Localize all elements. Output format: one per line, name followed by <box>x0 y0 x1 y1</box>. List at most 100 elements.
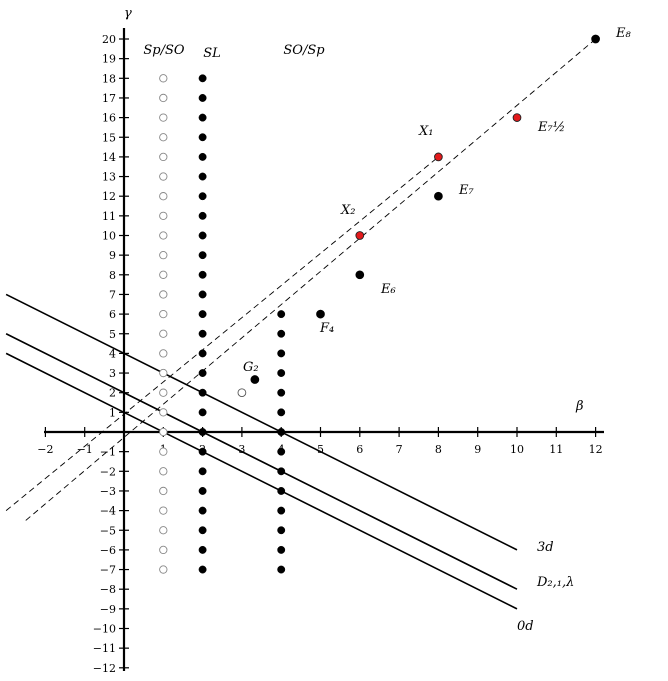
dot-sp-so <box>159 329 168 338</box>
dot-sp-so <box>159 309 168 319</box>
dot-sl <box>198 467 207 476</box>
dot-so-sp <box>277 428 286 436</box>
dot-sl <box>198 349 207 358</box>
solid-line-1 <box>5 333 518 590</box>
x-tick-label: 6 <box>356 443 363 456</box>
y-tick-label: 12 <box>102 190 116 203</box>
dot-so-sp <box>277 565 286 574</box>
x-tick-label: 3 <box>238 443 245 456</box>
y-tick-label: −3 <box>100 485 116 498</box>
y-tick-label: 5 <box>109 328 116 341</box>
dot-so-sp <box>277 388 286 397</box>
dot-so-sp <box>277 506 286 515</box>
dot-sp-so <box>159 486 168 496</box>
point-marker-4 <box>355 231 365 240</box>
point-marker-8 <box>237 388 247 398</box>
dot-sp-so <box>159 172 168 181</box>
dot-so-sp <box>277 487 286 495</box>
x-tick-label: 9 <box>474 443 481 456</box>
dot-sp-so <box>159 467 168 476</box>
dot-sl <box>198 310 207 319</box>
y-tick-label: 10 <box>102 230 116 243</box>
dot-sp-so <box>159 250 168 260</box>
point-marker-5 <box>355 270 365 280</box>
dot-sp-so <box>159 270 168 279</box>
dot-so-sp <box>277 349 286 358</box>
y-tick-label: −2 <box>100 465 116 478</box>
dot-sp-so <box>159 408 168 417</box>
dot-so-sp <box>277 467 286 476</box>
x-tick-label: 11 <box>549 443 563 456</box>
y-tick-label: −7 <box>100 564 116 577</box>
y-tick-label: 17 <box>102 92 116 105</box>
x-tick-label: −1 <box>77 443 93 456</box>
point-marker-2 <box>434 152 443 162</box>
y-tick-label: −9 <box>100 603 116 616</box>
column-label-sl: SL <box>203 46 221 61</box>
dot-sp-so <box>159 565 168 574</box>
dot-sl <box>198 172 207 181</box>
point-label-e7-half: E₇½ <box>537 120 565 135</box>
dot-sp-so <box>159 427 168 437</box>
solid-line-0 <box>5 293 518 551</box>
line-label-0d: 0d <box>517 619 534 634</box>
point-label-e6: E₆ <box>380 282 396 297</box>
dot-so-sp <box>277 310 286 319</box>
column-label-so-sp: SO/Sp <box>283 43 325 58</box>
column-label-sp-so: Sp/SO <box>143 43 185 58</box>
dot-sp-so <box>159 93 168 103</box>
dot-sp-so <box>159 545 168 555</box>
y-tick-label: −12 <box>93 662 116 675</box>
y-tick-label: 3 <box>109 367 116 380</box>
dot-sl <box>198 369 207 377</box>
dot-sl <box>198 545 207 554</box>
dot-so-sp <box>277 408 286 417</box>
x-tick-label: 10 <box>510 443 524 456</box>
line-layer <box>5 38 596 610</box>
dot-sp-so <box>159 506 168 515</box>
line-label-3d: 3d <box>537 540 554 555</box>
y-tick-label: −1 <box>100 446 116 459</box>
dot-sp-so <box>159 388 168 397</box>
dot-sl <box>198 113 207 122</box>
dot-sl <box>198 487 207 495</box>
x-tick-label: −2 <box>37 443 53 456</box>
point-marker-7 <box>250 375 260 384</box>
dot-sl <box>198 526 207 535</box>
y-tick-label: 15 <box>102 131 116 144</box>
x-axis-label: β <box>575 399 584 414</box>
y-tick-label: 9 <box>109 249 116 262</box>
y-tick-label: 4 <box>109 347 116 360</box>
dot-sp-so <box>159 113 168 122</box>
dot-sp-so <box>159 74 168 83</box>
solid-line-2 <box>5 352 518 610</box>
dot-sp-so <box>159 211 168 221</box>
axes: −2−1123456789101112123456789101112131415… <box>37 28 604 675</box>
point-marker-6 <box>316 309 325 319</box>
x-tick-label: 7 <box>396 443 403 456</box>
y-tick-label: 2 <box>109 387 116 400</box>
dot-sl <box>198 565 207 574</box>
dot-sp-so <box>159 231 168 240</box>
y-tick-label: 8 <box>109 269 116 282</box>
dot-sl <box>198 506 207 515</box>
dot-sl <box>198 428 207 436</box>
point-marker-0 <box>591 34 600 44</box>
y-tick-label: 16 <box>102 112 116 125</box>
dot-sl <box>198 74 207 83</box>
x-tick-label: 5 <box>317 443 324 456</box>
y-tick-label: 11 <box>102 210 116 223</box>
dot-sp-so <box>159 192 168 201</box>
dot-sp-so <box>159 290 168 299</box>
labeled-points <box>237 34 600 398</box>
x-tick-label: 12 <box>589 443 603 456</box>
y-tick-label: 20 <box>102 33 116 46</box>
y-tick-label: −5 <box>100 524 116 537</box>
x-tick-label: 8 <box>435 443 442 456</box>
point-marker-3 <box>434 191 443 201</box>
line-label-d21: D₂,₁,λ <box>536 575 574 590</box>
dot-so-sp <box>277 545 286 554</box>
column-dots <box>159 74 286 574</box>
point-label-f4: F₄ <box>319 321 334 336</box>
dot-sl <box>198 211 207 220</box>
